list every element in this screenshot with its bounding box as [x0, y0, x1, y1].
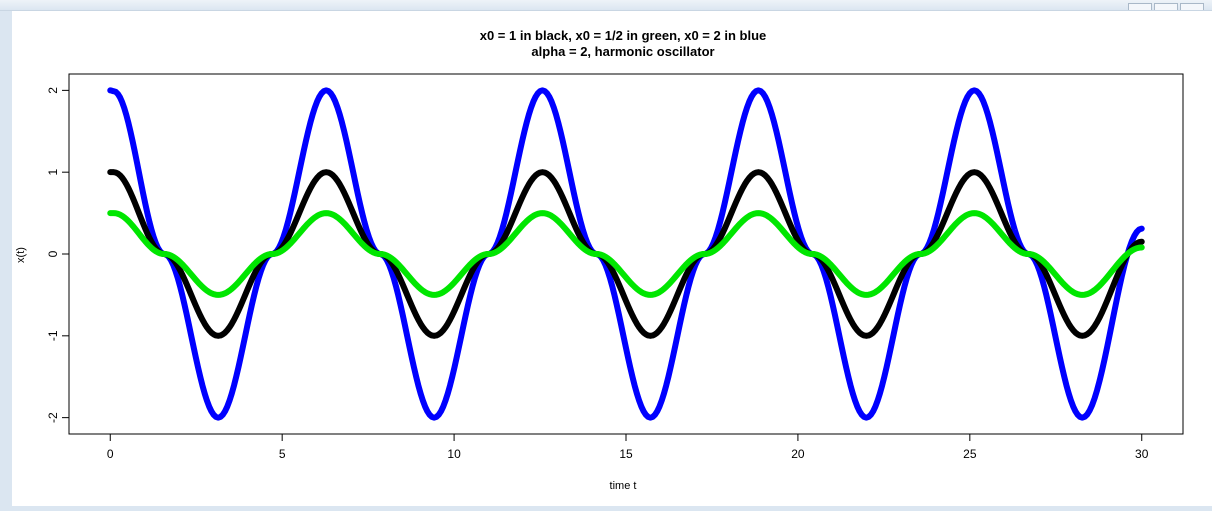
- plot-surface: x0 = 1 in black, x0 = 1/2 in green, x0 =…: [12, 11, 1212, 506]
- chart-title-line-2: alpha = 2, harmonic oscillator: [531, 44, 714, 59]
- series-layer: [107, 87, 1145, 421]
- chart-title-line-1: x0 = 1 in black, x0 = 1/2 in green, x0 =…: [480, 28, 767, 43]
- x-axis-label: time t: [610, 480, 637, 492]
- oscillator-chart: x0 = 1 in black, x0 = 1/2 in green, x0 =…: [15, 28, 1184, 492]
- x-tick-label-4: 20: [791, 447, 805, 461]
- x-tick-label-5: 25: [963, 447, 977, 461]
- y-tick-label-2: 0: [46, 250, 60, 257]
- x-tick-label-0: 0: [107, 447, 114, 461]
- close-button[interactable]: [1180, 3, 1204, 10]
- x-tick-label-2: 10: [447, 447, 461, 461]
- x-tick-label-6: 30: [1135, 447, 1149, 461]
- y-axis: -2 -1 0 1 2: [46, 87, 70, 423]
- y-tick-label-3: 1: [46, 169, 60, 176]
- x-tick-label-1: 5: [279, 447, 286, 461]
- window-title-bar: [0, 0, 1212, 11]
- series-line-2: [107, 210, 1145, 298]
- minimize-button[interactable]: [1128, 3, 1152, 10]
- y-tick-label-4: 2: [46, 87, 60, 94]
- y-tick-label-1: -1: [46, 330, 60, 341]
- y-axis-label: x(t): [15, 247, 27, 263]
- y-tick-label-0: -2: [46, 412, 60, 423]
- x-tick-label-3: 15: [619, 447, 633, 461]
- maximize-button[interactable]: [1154, 3, 1178, 10]
- x-axis: 0 5 10 15 20 25 30: [107, 433, 1149, 461]
